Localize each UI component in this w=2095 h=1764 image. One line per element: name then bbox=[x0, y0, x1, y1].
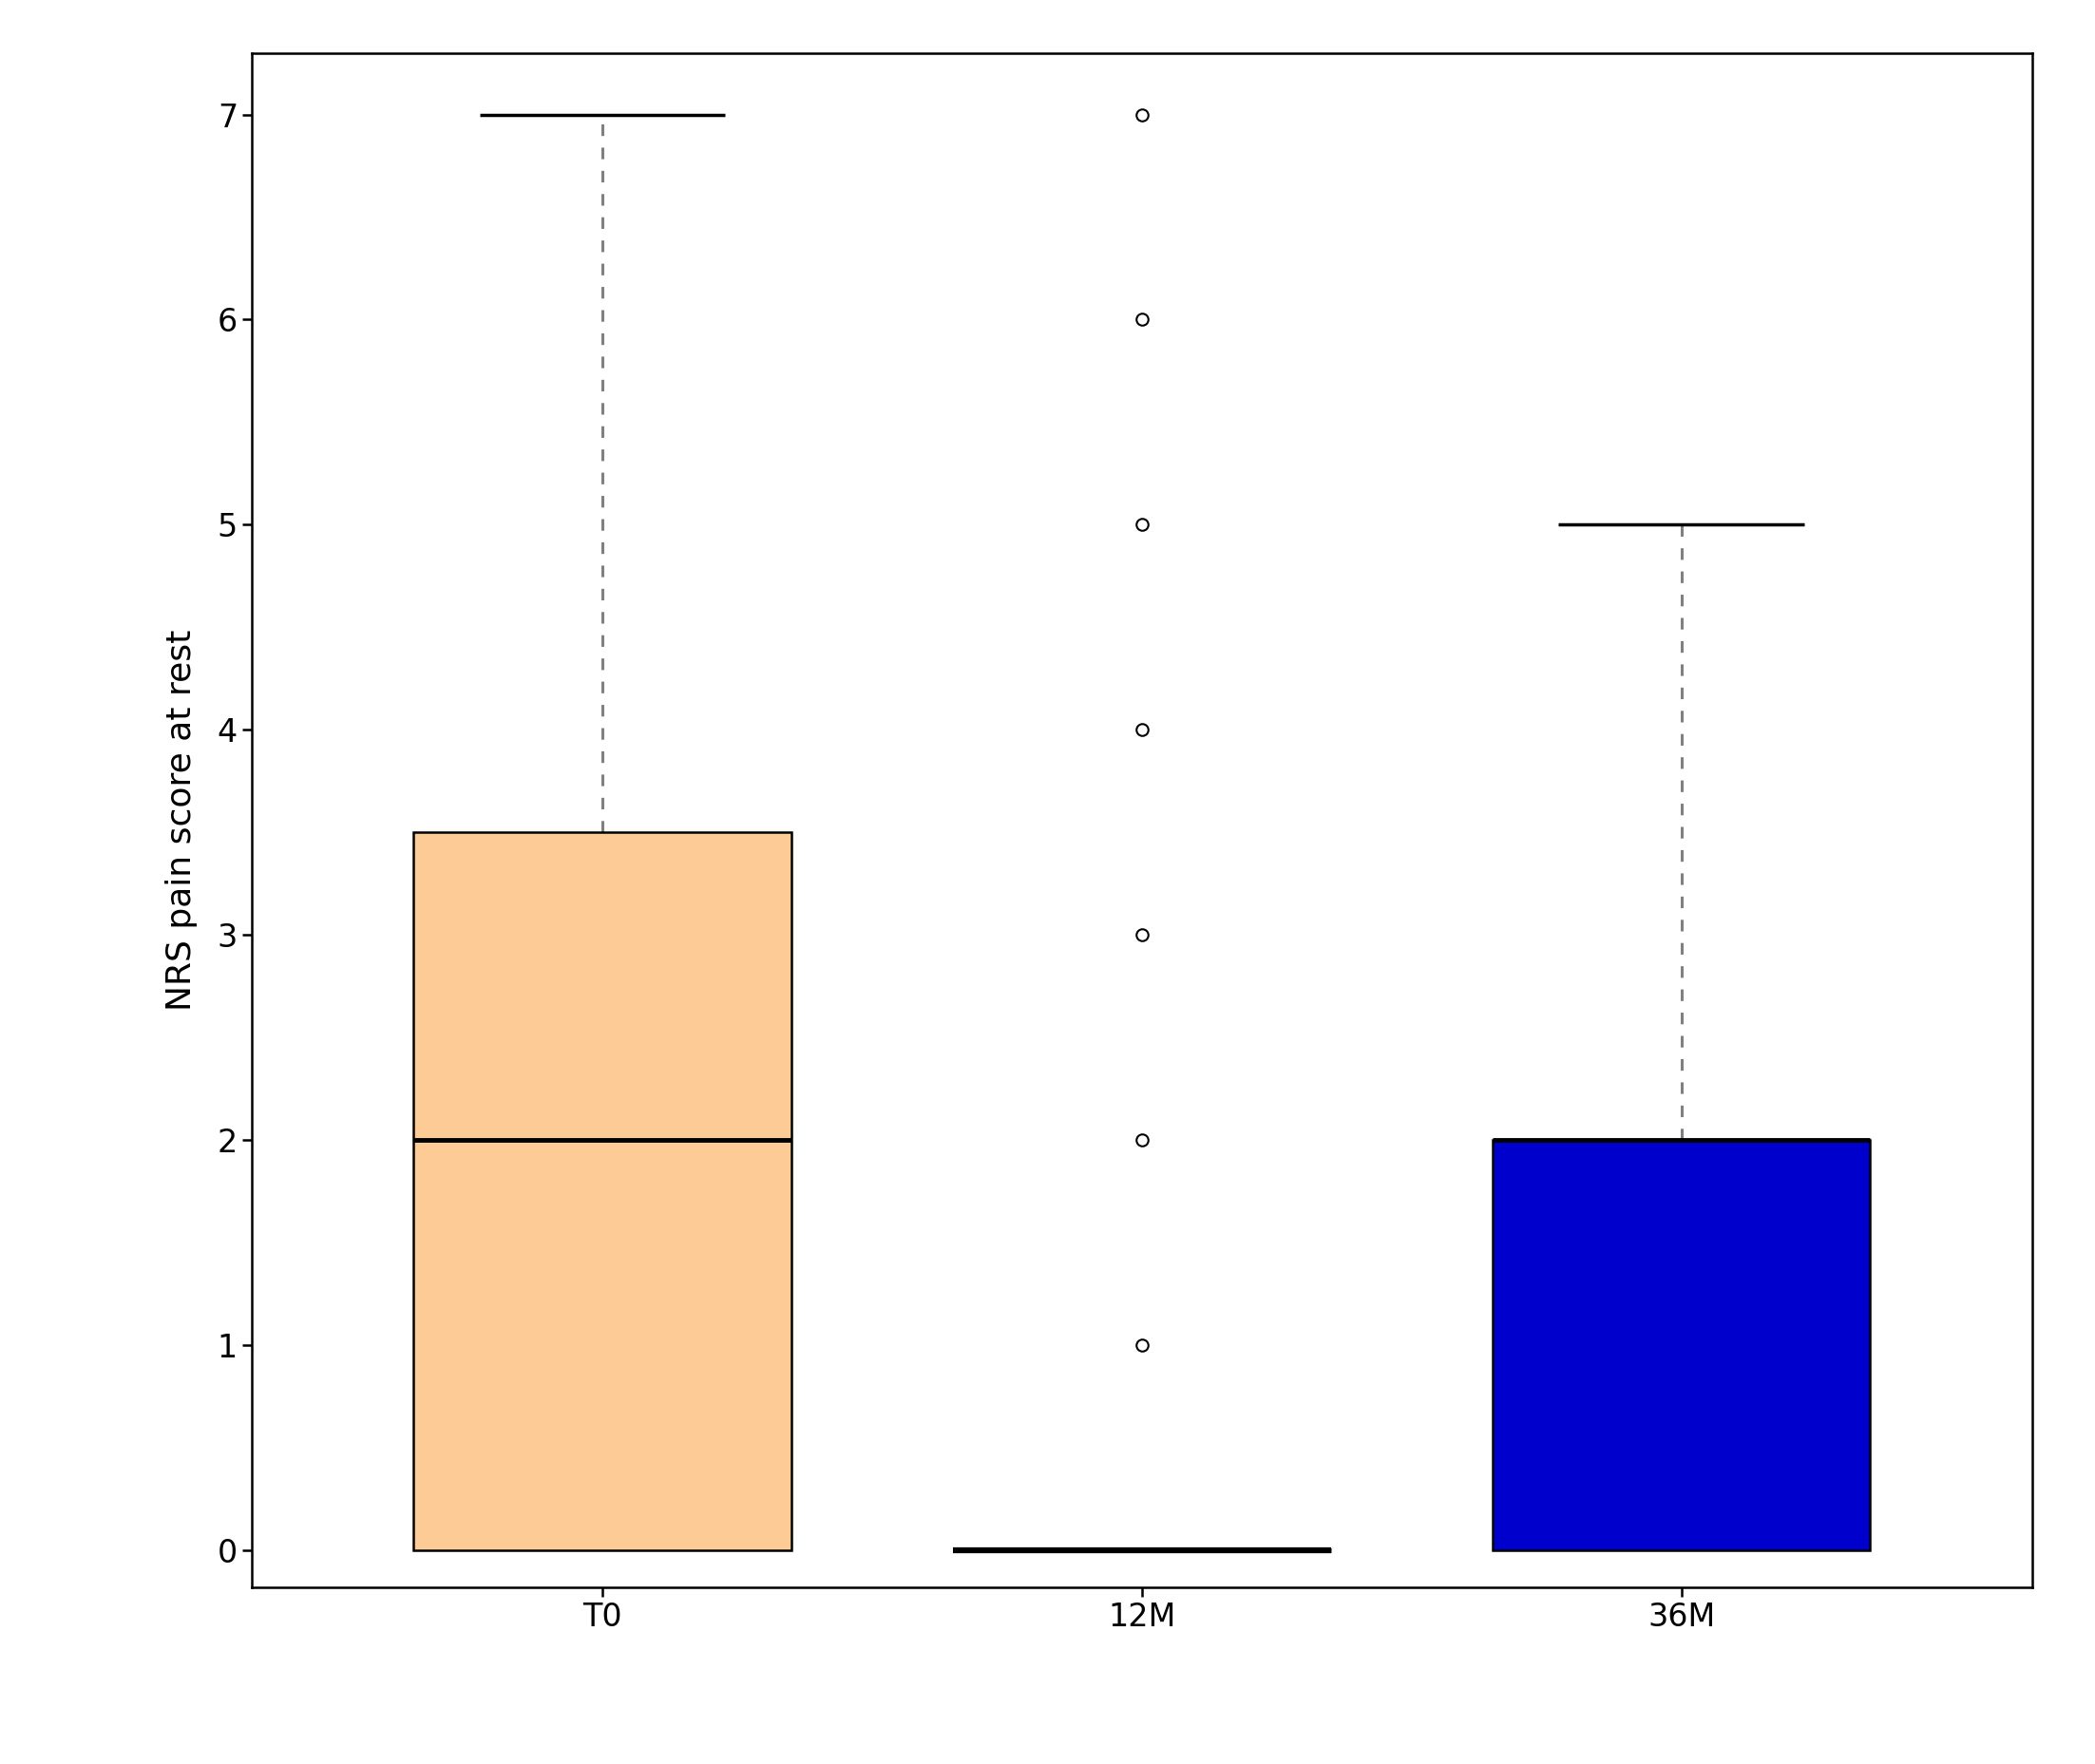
Y-axis label: NRS pain score at rest: NRS pain score at rest bbox=[166, 630, 197, 1011]
Bar bbox=[413, 833, 792, 1551]
Bar bbox=[1492, 1140, 1871, 1551]
